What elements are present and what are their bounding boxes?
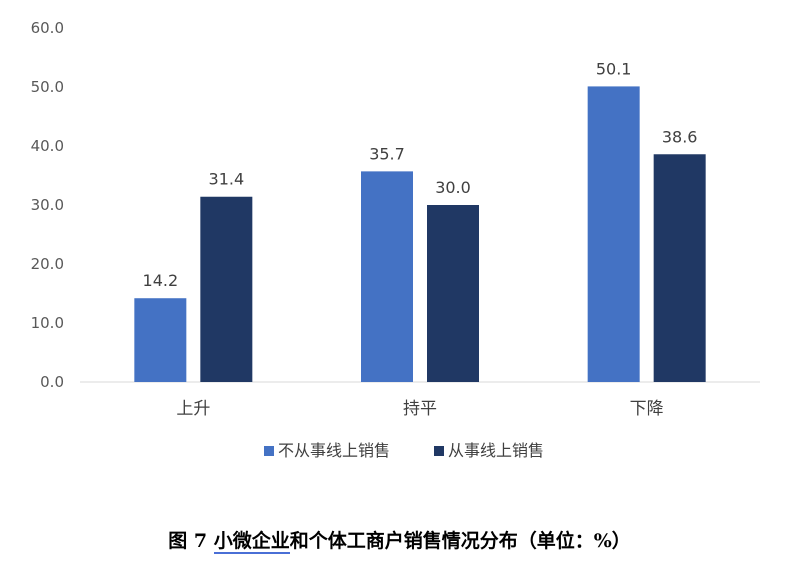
bar <box>653 154 706 382</box>
y-tick-label: 40.0 <box>31 137 64 155</box>
bar <box>427 205 479 382</box>
bar <box>134 298 187 382</box>
bar <box>200 196 253 382</box>
y-tick-label: 10.0 <box>31 314 64 332</box>
legend-swatch <box>264 446 274 456</box>
bar <box>587 86 640 382</box>
y-tick-label: 0.0 <box>40 373 64 391</box>
bar-chart: 0.0 10.0 20.0 30.0 40.0 50.0 60.0 上升 持平 下降 14.2 3… <box>31 19 760 460</box>
data-labels: 14.2 31.4 35.7 30.0 50.1 38.6 <box>143 59 698 290</box>
data-label: 31.4 <box>209 170 245 189</box>
data-label: 50.1 <box>596 59 632 78</box>
legend-label: 不从事线上销售 <box>278 441 390 460</box>
x-category-label: 持平 <box>403 399 437 419</box>
legend: 不从事线上销售 从事线上销售 <box>264 441 544 460</box>
x-axis: 上升 持平 下降 <box>80 381 760 419</box>
y-tick-label: 30.0 <box>31 196 64 214</box>
data-label: 38.6 <box>662 127 698 146</box>
caption-underlined: 小微企业 <box>213 530 290 554</box>
figure-caption: 图 7 小微企业和个体工商户销售情况分布（单位：%） <box>0 526 799 554</box>
legend-label: 从事线上销售 <box>448 441 544 460</box>
bars <box>134 86 706 382</box>
y-tick-label: 60.0 <box>31 19 64 37</box>
data-label: 35.7 <box>369 144 405 163</box>
data-label: 30.0 <box>435 178 471 197</box>
legend-swatch <box>434 446 444 456</box>
y-axis: 0.0 10.0 20.0 30.0 40.0 50.0 60.0 <box>31 19 64 391</box>
y-tick-label: 20.0 <box>31 255 64 273</box>
caption-prefix: 图 7 <box>168 530 214 552</box>
y-tick-label: 50.0 <box>31 78 64 96</box>
bar <box>361 171 413 382</box>
data-label: 14.2 <box>143 271 179 290</box>
caption-rest: 和个体工商户销售情况分布（单位：%） <box>289 530 631 552</box>
x-category-label: 下降 <box>630 399 664 419</box>
x-category-label: 上升 <box>176 399 210 419</box>
